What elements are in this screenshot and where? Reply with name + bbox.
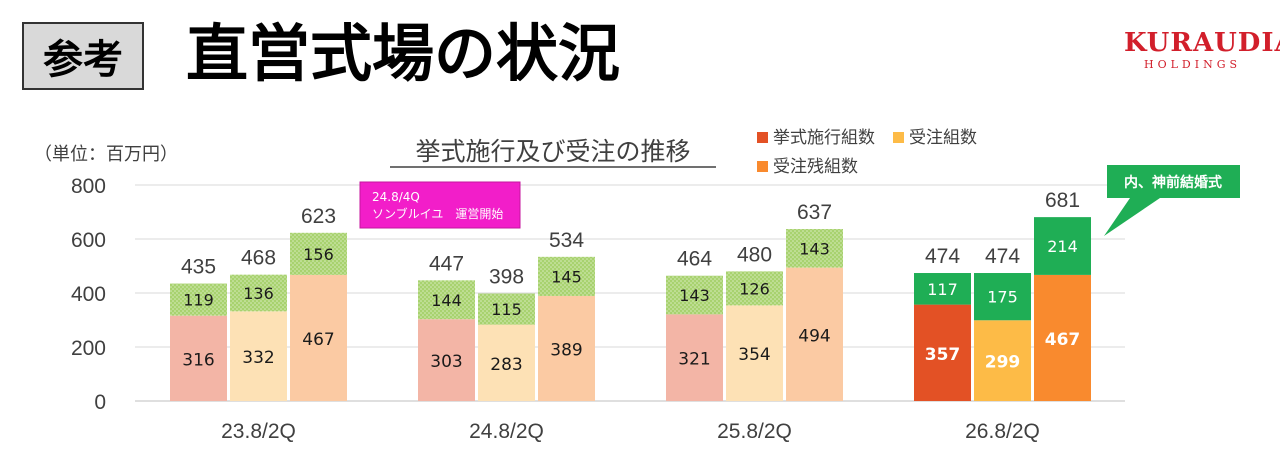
note-box-line: ソンブルイユ 運営開始 bbox=[372, 206, 503, 221]
bar-top-value: 143 bbox=[679, 286, 710, 305]
bar-total-value: 623 bbox=[301, 205, 336, 228]
bar-total-value: 435 bbox=[181, 256, 216, 279]
bar-top-value: 126 bbox=[739, 279, 770, 298]
bar-top-value: 156 bbox=[303, 245, 334, 264]
note-box-line: 24.8/4Q bbox=[372, 190, 420, 204]
x-category-label: 24.8/2Q bbox=[469, 420, 544, 443]
x-category-label: 23.8/2Q bbox=[221, 420, 296, 443]
bar-base-value: 299 bbox=[985, 353, 1021, 373]
legend-label: 挙式施行組数 bbox=[773, 128, 875, 148]
legend-swatch bbox=[893, 132, 904, 143]
bar-top-segment bbox=[726, 271, 783, 306]
bar-base-value: 467 bbox=[1045, 330, 1081, 350]
bar-base-value: 467 bbox=[302, 330, 334, 350]
bar-total-value: 474 bbox=[925, 245, 960, 268]
bar-top-segment bbox=[1034, 217, 1091, 275]
bar-base-segment bbox=[418, 319, 475, 401]
bar-top-value: 145 bbox=[551, 267, 582, 286]
unit-label: （単位：百万円） bbox=[34, 144, 178, 165]
y-tick-label: 200 bbox=[71, 337, 106, 360]
bar-base-segment bbox=[914, 304, 971, 401]
bar-base-segment bbox=[786, 267, 843, 401]
logo-sub: HOLDINGS bbox=[1144, 58, 1242, 71]
bar-base-segment bbox=[666, 314, 723, 401]
callout-shape bbox=[1104, 165, 1240, 236]
bar-top-value: 115 bbox=[491, 300, 522, 319]
callout-text: 内、神前結婚式 bbox=[1124, 174, 1222, 191]
bar-base-value: 321 bbox=[678, 350, 710, 370]
bar-base-segment bbox=[478, 324, 535, 401]
bar-top-segment bbox=[786, 229, 843, 268]
reference-badge: 参考 bbox=[22, 22, 144, 90]
bar-total-value: 637 bbox=[797, 201, 832, 224]
bar-top-segment bbox=[974, 273, 1031, 321]
bar-top-segment bbox=[914, 273, 971, 305]
bar-total-value: 474 bbox=[985, 245, 1020, 268]
bar-top-value: 175 bbox=[987, 288, 1018, 307]
bar-total-value: 398 bbox=[489, 266, 524, 289]
bar-base-value: 354 bbox=[738, 345, 770, 365]
y-tick-label: 0 bbox=[94, 391, 106, 414]
x-category-label: 25.8/2Q bbox=[717, 420, 792, 443]
bar-top-value: 143 bbox=[799, 239, 830, 258]
bar-top-segment bbox=[290, 232, 347, 275]
bar-top-value: 214 bbox=[1047, 237, 1078, 256]
bar-top-value: 136 bbox=[243, 284, 274, 303]
bar-total-value: 681 bbox=[1045, 189, 1080, 212]
bar-top-value: 119 bbox=[183, 291, 214, 310]
bar-base-segment bbox=[538, 295, 595, 401]
bar-base-segment bbox=[170, 315, 227, 401]
logo-brand: KURAUDIA bbox=[1124, 28, 1280, 58]
bar-top-value: 144 bbox=[431, 291, 462, 310]
legend-swatch bbox=[757, 132, 768, 143]
bar-total-value: 447 bbox=[429, 252, 464, 275]
bar-top-value: 117 bbox=[927, 280, 958, 299]
bar-top-segment bbox=[478, 293, 535, 325]
bar-top-segment bbox=[230, 274, 287, 312]
bar-base-segment bbox=[290, 274, 347, 401]
x-category-label: 26.8/2Q bbox=[965, 420, 1040, 443]
bar-top-segment bbox=[418, 280, 475, 320]
bar-base-value: 494 bbox=[798, 326, 830, 346]
bar-base-segment bbox=[726, 305, 783, 401]
bar-base-segment bbox=[974, 320, 1031, 401]
company-logo: KURAUDIA HOLDINGS bbox=[1124, 28, 1280, 78]
legend-swatch bbox=[757, 161, 768, 172]
bar-top-segment bbox=[538, 256, 595, 296]
y-tick-label: 800 bbox=[71, 175, 106, 198]
bar-base-value: 283 bbox=[490, 355, 522, 375]
bar-base-value: 332 bbox=[242, 348, 274, 368]
bar-base-value: 316 bbox=[182, 350, 214, 370]
bar-total-value: 480 bbox=[737, 243, 772, 266]
page-title: 直営式場の状況 bbox=[186, 17, 621, 90]
y-tick-label: 600 bbox=[71, 229, 106, 252]
bar-total-value: 464 bbox=[677, 248, 712, 271]
bar-base-value: 389 bbox=[550, 340, 582, 360]
legend-label: 受注組数 bbox=[909, 128, 977, 148]
bar-top-segment bbox=[666, 275, 723, 315]
bar-total-value: 468 bbox=[241, 247, 276, 270]
bar-base-segment bbox=[1034, 274, 1091, 401]
bar-top-segment bbox=[170, 283, 227, 316]
note-box bbox=[359, 181, 521, 229]
bar-base-segment bbox=[230, 311, 287, 401]
legend-label: 受注残組数 bbox=[773, 157, 858, 177]
bar-base-value: 303 bbox=[430, 352, 462, 372]
bar-base-value: 357 bbox=[925, 345, 961, 365]
bar-total-value: 534 bbox=[549, 229, 584, 252]
chart-title: 挙式施行及び受注の推移 bbox=[415, 137, 690, 166]
y-tick-label: 400 bbox=[71, 283, 106, 306]
